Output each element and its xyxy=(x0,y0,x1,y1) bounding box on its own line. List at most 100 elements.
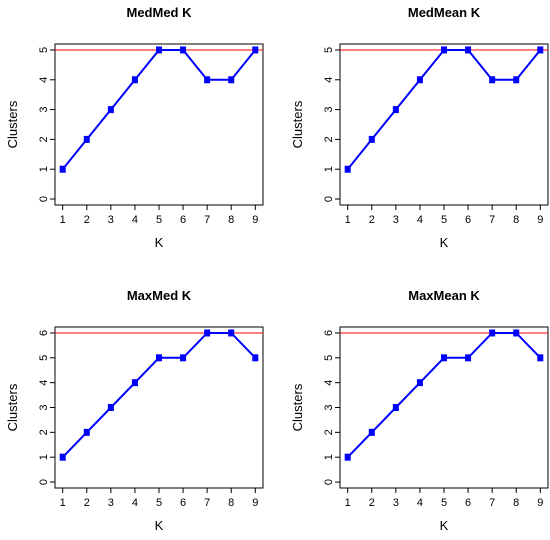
x-tick-label: 8 xyxy=(228,214,234,226)
x-tick-label: 4 xyxy=(132,497,138,509)
chart-panel-1: MedMed K 1 2 3 4 5 6 7 8 9 0 1 2 3 4 5 K Clusters xyxy=(5,5,264,250)
data-point xyxy=(441,354,447,362)
data-point xyxy=(228,329,235,337)
chart-panel-2: MedMean K 1 2 3 4 5 6 7 8 9 0 1 2 3 4 5 K Clusters xyxy=(290,5,549,250)
y-axis-label: Clusters xyxy=(290,383,305,431)
data-point xyxy=(107,106,114,114)
chart-panel-3: MaxMed K 1 2 3 4 5 6 7 8 9 0 1 2 3 4 5 6 K Clusters xyxy=(5,288,264,533)
plot-frame xyxy=(339,43,549,206)
y-tick-label: 0 xyxy=(38,196,50,202)
x-tick-label: 9 xyxy=(537,214,543,226)
y-tick-label: 4 xyxy=(323,380,335,386)
plot-frame xyxy=(339,326,549,489)
y-tick-label: 5 xyxy=(323,355,335,361)
x-tick-label: 1 xyxy=(345,214,351,226)
x-tick-label: 8 xyxy=(228,497,234,509)
data-point xyxy=(392,106,399,114)
y-tick-label: 0 xyxy=(38,479,50,485)
y-tick-label: 5 xyxy=(323,47,335,53)
data-point xyxy=(368,135,375,143)
x-axis-label: K xyxy=(440,518,449,533)
y-tick-label: 0 xyxy=(323,196,335,202)
x-tick-label: 3 xyxy=(393,497,399,509)
x-axis-label: K xyxy=(155,518,164,533)
chart-panel-4: MaxMean K 1 2 3 4 5 6 7 8 9 0 1 2 3 4 5 6 K Clusters xyxy=(290,288,549,533)
chart-title: MedMed K xyxy=(127,5,193,20)
data-point xyxy=(59,453,66,461)
data-point xyxy=(344,453,351,461)
data-point xyxy=(465,46,472,54)
y-tick-label: 4 xyxy=(38,77,50,83)
data-point xyxy=(392,404,399,411)
data-point xyxy=(107,404,114,411)
x-tick-label: 2 xyxy=(84,214,90,226)
data-point xyxy=(537,354,544,362)
data-point xyxy=(156,354,162,362)
y-tick-label: 6 xyxy=(38,330,50,336)
data-point xyxy=(83,135,90,143)
x-tick-label: 7 xyxy=(489,497,495,509)
y-tick-label: 5 xyxy=(38,47,50,53)
x-tick-label: 9 xyxy=(537,497,543,509)
data-point xyxy=(131,379,138,387)
y-tick-label: 6 xyxy=(323,330,335,336)
y-tick-label: 3 xyxy=(38,404,50,410)
y-tick-label: 1 xyxy=(38,454,50,460)
data-point xyxy=(156,46,162,54)
chart-title: MedMean K xyxy=(408,5,481,20)
x-tick-label: 9 xyxy=(252,214,258,226)
x-tick-label: 5 xyxy=(441,497,447,509)
x-tick-label: 6 xyxy=(465,497,471,509)
y-tick-label: 2 xyxy=(323,429,335,435)
x-tick-label: 6 xyxy=(180,214,186,226)
x-tick-label: 4 xyxy=(417,214,423,226)
y-axis-label: Clusters xyxy=(5,383,20,431)
x-tick-label: 9 xyxy=(252,497,258,509)
x-axis-label: K xyxy=(155,235,164,250)
y-tick-label: 3 xyxy=(323,107,335,113)
data-point xyxy=(513,76,520,84)
plot-frame xyxy=(54,326,264,489)
x-tick-label: 8 xyxy=(513,497,519,509)
data-point xyxy=(204,76,211,84)
data-point xyxy=(465,354,472,362)
data-point xyxy=(489,76,496,84)
y-axis-label: Clusters xyxy=(290,100,305,148)
series-line xyxy=(346,331,542,458)
y-tick-label: 4 xyxy=(323,77,335,83)
x-tick-label: 7 xyxy=(204,497,210,509)
data-point xyxy=(228,76,235,84)
y-axis-label: Clusters xyxy=(5,100,20,148)
plot-frame xyxy=(54,43,264,206)
data-point xyxy=(416,379,423,387)
x-tick-label: 5 xyxy=(441,214,447,226)
data-point xyxy=(344,165,351,173)
y-tick-label: 3 xyxy=(323,404,335,410)
x-tick-label: 1 xyxy=(60,497,66,509)
x-tick-label: 3 xyxy=(393,214,399,226)
data-point xyxy=(537,46,544,54)
x-tick-label: 4 xyxy=(417,497,423,509)
series-line xyxy=(346,48,542,170)
data-point xyxy=(513,329,520,337)
x-tick-label: 6 xyxy=(180,497,186,509)
y-tick-label: 2 xyxy=(38,429,50,435)
x-tick-label: 2 xyxy=(369,497,375,509)
series-line xyxy=(61,331,257,458)
data-point xyxy=(252,46,259,54)
chart-title: MaxMean K xyxy=(408,288,480,303)
data-point xyxy=(416,76,423,84)
x-tick-label: 1 xyxy=(345,497,351,509)
y-tick-label: 5 xyxy=(38,355,50,361)
y-tick-label: 2 xyxy=(323,136,335,142)
y-tick-label: 2 xyxy=(38,136,50,142)
x-tick-label: 3 xyxy=(108,214,114,226)
data-point xyxy=(441,46,447,54)
x-tick-label: 7 xyxy=(204,214,210,226)
x-tick-label: 6 xyxy=(465,214,471,226)
y-tick-label: 0 xyxy=(323,479,335,485)
x-tick-label: 3 xyxy=(108,497,114,509)
y-tick-label: 4 xyxy=(38,380,50,386)
y-tick-label: 1 xyxy=(323,166,335,172)
